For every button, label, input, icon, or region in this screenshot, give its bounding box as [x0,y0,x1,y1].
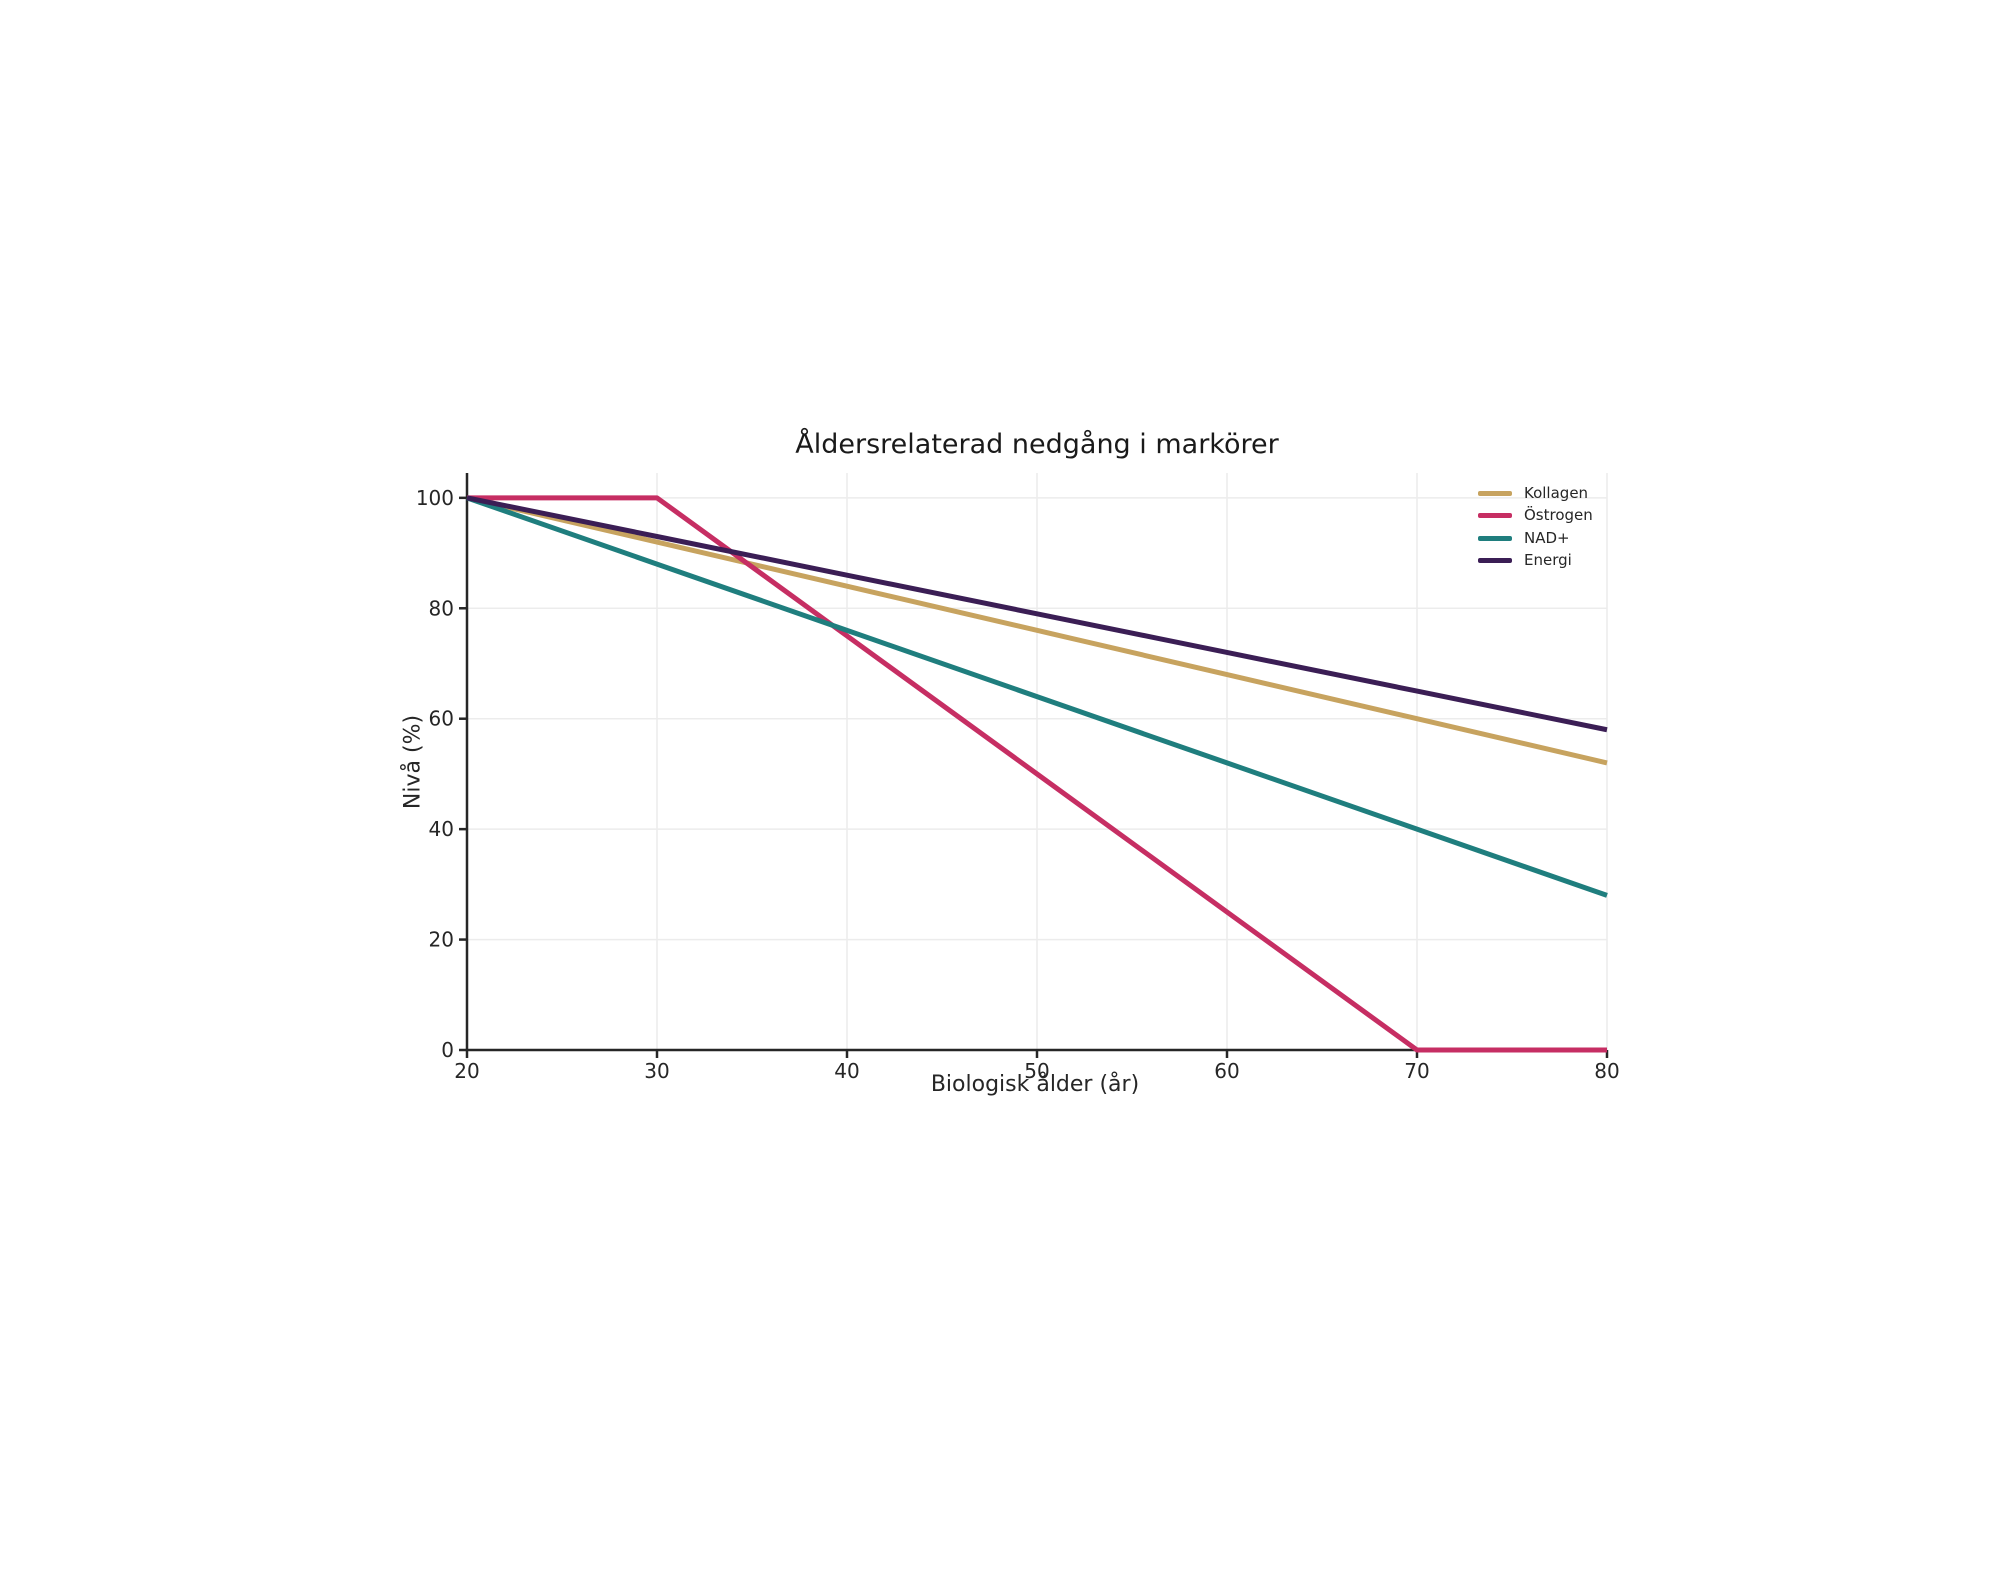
legend-item: Energi [1478,550,1593,573]
x-tick-label: 50 [1024,1059,1049,1083]
x-tick-label: 20 [454,1059,479,1083]
y-tick-label: 20 [429,928,454,952]
legend: Kollagen Östrogen NAD+ Energi [1478,482,1593,572]
x-tick-label: 70 [1404,1059,1429,1083]
y-axis-label: Nivå (%) [400,714,426,810]
legend-label: Energi [1524,551,1572,570]
legend-item: Kollagen [1478,482,1593,505]
legend-item: NAD+ [1478,527,1593,550]
legend-swatch [1478,535,1512,541]
x-tick-label: 30 [644,1059,669,1083]
y-tick-label: 80 [429,596,454,620]
y-tick-label: 0 [441,1038,454,1062]
legend-label: Kollagen [1524,483,1589,502]
legend-swatch [1478,490,1512,496]
legend-swatch [1478,513,1512,519]
legend-item: Östrogen [1478,505,1593,528]
series-line-nad- [466,495,1608,898]
y-tick-label: 60 [429,707,454,731]
x-tick-label: 40 [834,1059,859,1083]
x-tick-label: 80 [1594,1059,1619,1083]
legend-label: Östrogen [1524,506,1593,525]
series-line-kollagen [466,495,1608,766]
x-tick-label: 60 [1214,1059,1239,1083]
series-line--strogen [467,495,1607,1053]
x-axis-label: Biologisk ålder (år) [930,1072,1140,1097]
chart-title: Åldersrelaterad nedgång i markörer [795,429,1279,460]
series-line-energi [466,495,1608,733]
legend-swatch [1478,558,1512,564]
y-tick-label: 40 [429,817,454,841]
legend-label: NAD+ [1524,528,1570,547]
y-tick-label: 100 [416,486,454,510]
